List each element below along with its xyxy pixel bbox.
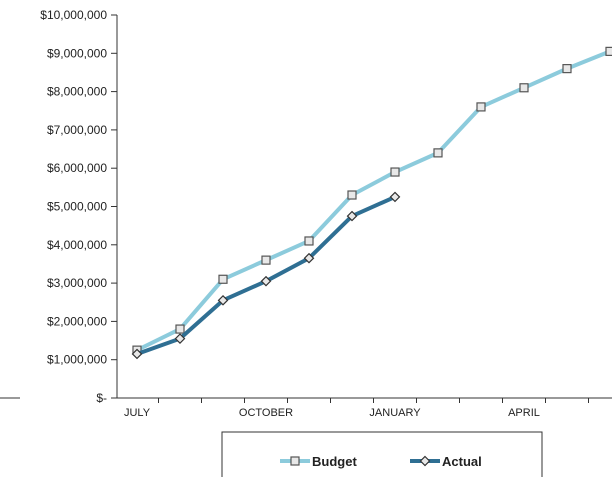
legend-marker: [291, 457, 299, 465]
x-tick-label: OCTOBER: [239, 407, 293, 419]
y-tick-label: $8,000,000: [47, 85, 107, 99]
data-point: [520, 84, 528, 92]
x-tick-label: JULY: [124, 407, 151, 419]
series-layer: [133, 47, 612, 358]
series-budget: [133, 47, 612, 354]
y-tick-label: $3,000,000: [47, 276, 107, 290]
y-tick-label: $6,000,000: [47, 161, 107, 175]
data-point: [305, 237, 313, 245]
y-tick-label: $5,000,000: [47, 200, 107, 214]
y-tick-label: $9,000,000: [47, 46, 107, 60]
data-point: [348, 191, 356, 199]
legend-label: Budget: [312, 454, 357, 469]
data-point: [477, 103, 485, 111]
y-tick-label: $4,000,000: [47, 238, 107, 252]
y-tick-label: $1,000,000: [47, 353, 107, 367]
data-point: [563, 65, 571, 73]
y-tick-label: $7,000,000: [47, 123, 107, 137]
legend-label: Actual: [442, 454, 482, 469]
y-tick-label: $10,000,000: [40, 8, 107, 22]
data-point: [606, 47, 612, 55]
x-axis: JULY OCTOBER JANUARY APRIL: [0, 398, 612, 419]
legend-box: [222, 432, 542, 477]
legend: Budget Actual: [222, 432, 542, 477]
data-point: [391, 168, 399, 176]
data-point: [219, 275, 227, 283]
y-tick-label: $-: [96, 391, 107, 405]
y-axis: $- $1,000,000 $2,000,000 $3,000,000 $4,000,0…: [40, 8, 117, 405]
y-tick-label: $2,000,000: [47, 314, 107, 328]
x-tick-label: JANUARY: [369, 407, 421, 419]
x-tick-label: APRIL: [508, 407, 540, 419]
series-line: [137, 51, 610, 350]
data-point: [262, 256, 270, 264]
data-point: [176, 325, 184, 333]
data-point: [434, 149, 442, 157]
